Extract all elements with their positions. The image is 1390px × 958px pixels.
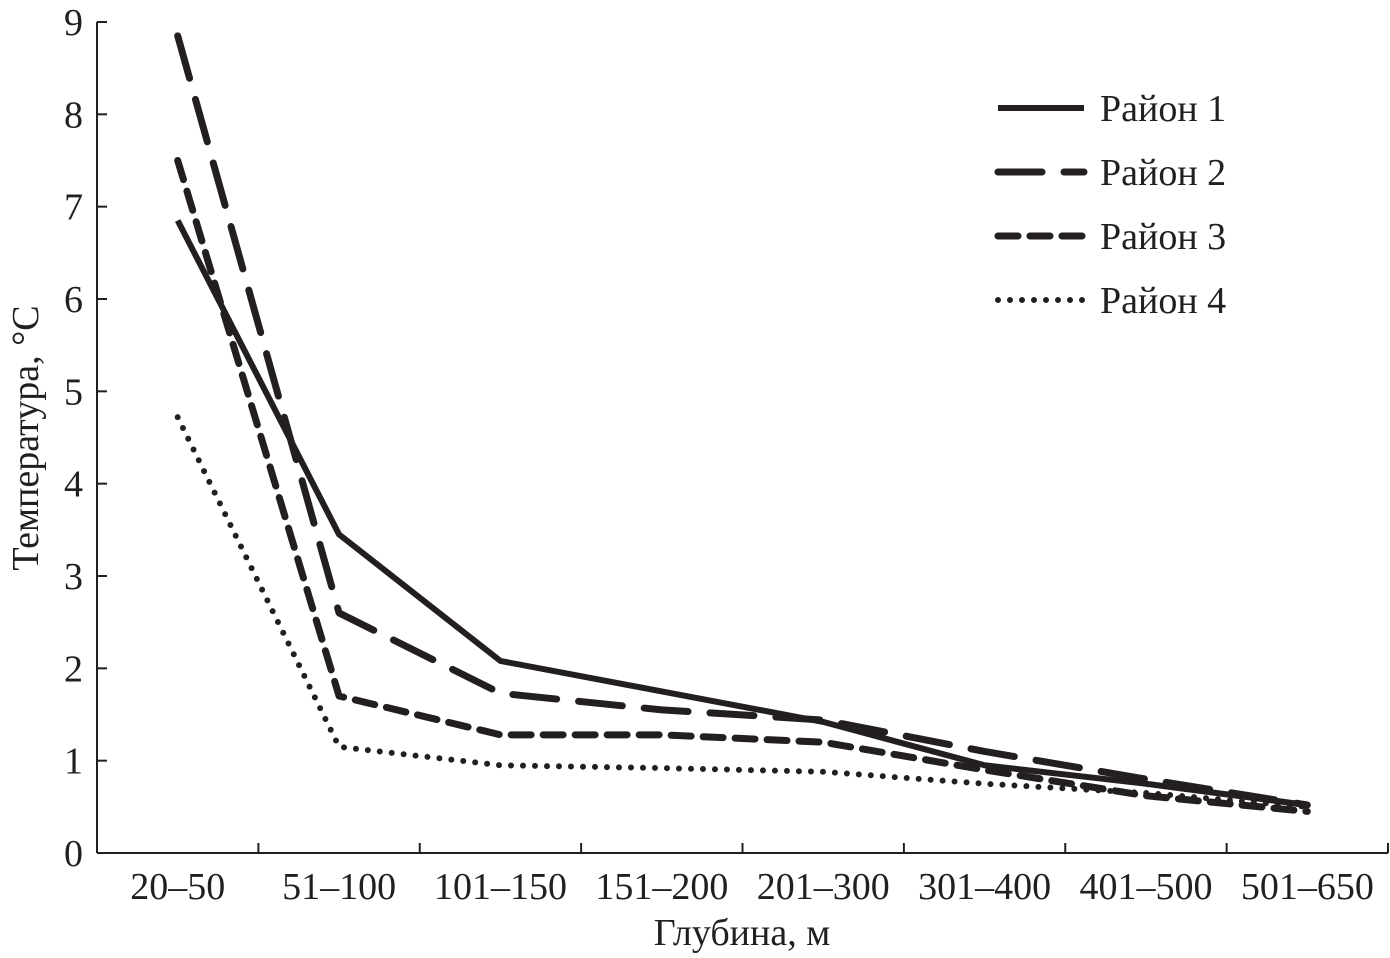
- x-tick-label: 501–650: [1241, 866, 1374, 908]
- series-lines: [174, 32, 1311, 815]
- series-line-4: [174, 414, 1311, 810]
- x-tick-label: 201–300: [757, 866, 890, 908]
- y-tick-label: 9: [64, 2, 83, 44]
- legend-label-3: Район 3: [1100, 216, 1226, 258]
- y-tick-label: 7: [64, 187, 83, 229]
- x-tick-label: 20–50: [130, 866, 225, 908]
- series-line-1: [175, 219, 1308, 808]
- y-tick-label: 1: [64, 741, 83, 783]
- y-tick-label: 4: [64, 464, 83, 506]
- x-axis-label: Глубина, м: [654, 912, 831, 954]
- x-tick-label: 101–150: [434, 866, 567, 908]
- x-tick-label: 301–400: [918, 866, 1051, 908]
- y-axis-label: Температура, °С: [5, 305, 47, 570]
- legend-label-4: Район 4: [1100, 280, 1226, 322]
- y-tick-label: 0: [64, 833, 83, 875]
- legend-label-1: Район 1: [1100, 88, 1226, 130]
- y-tick-label: 2: [64, 648, 83, 690]
- series-line-2: [174, 32, 1311, 809]
- legend-label-2: Район 2: [1100, 152, 1226, 194]
- x-tick-label: 51–100: [282, 866, 396, 908]
- x-tick-label: 401–500: [1079, 866, 1212, 908]
- y-tick-label: 5: [64, 371, 83, 413]
- axes: 0 1 2 3 4 5 6 7 8 9 20–50 51–100 101–150 151–200 201–3…: [64, 2, 1389, 908]
- legend: Район 1 Район 2 Район 3 Район 4: [994, 88, 1226, 322]
- y-tick-label: 8: [64, 94, 83, 136]
- series-line-3: [174, 157, 1311, 815]
- y-tick-label: 3: [64, 556, 83, 598]
- y-tick-label: 6: [64, 279, 83, 321]
- x-tick-label: 151–200: [595, 866, 728, 908]
